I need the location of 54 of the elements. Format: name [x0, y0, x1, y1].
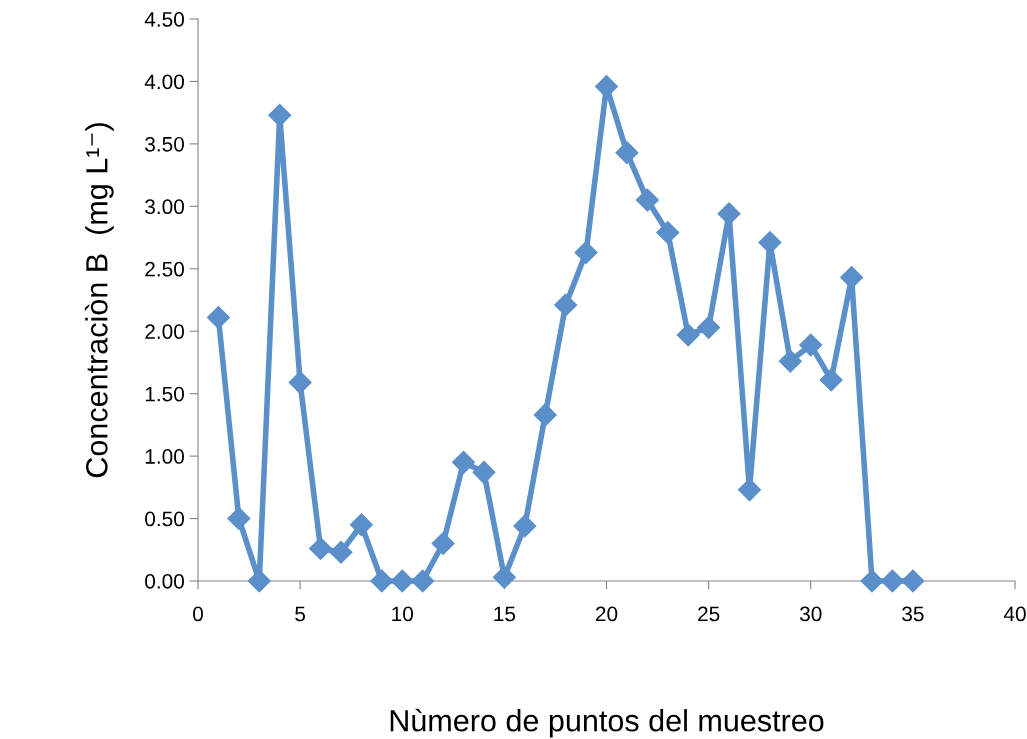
point [431, 532, 455, 556]
point [288, 370, 312, 394]
point [370, 569, 394, 593]
y-tick-label: 1.50 [145, 386, 184, 402]
y-tick-label: 3.50 [145, 136, 184, 152]
point [676, 323, 700, 347]
x-tick-label: 40 [1003, 606, 1026, 622]
point [860, 569, 884, 593]
point [309, 537, 333, 561]
x-tick-label: 30 [799, 606, 822, 622]
x-tick-label: 10 [392, 606, 414, 622]
y-tick-label: 4.00 [144, 74, 184, 90]
point [574, 241, 598, 265]
point [799, 333, 823, 357]
point [492, 565, 516, 589]
point [819, 368, 843, 392]
point [595, 74, 618, 98]
point [554, 293, 578, 317]
point [533, 403, 557, 427]
y-tick-label: 0.00 [145, 574, 184, 589]
point [697, 315, 721, 339]
point [472, 460, 496, 484]
x-tick-label: 0 [193, 606, 203, 622]
point [247, 569, 271, 593]
point [901, 569, 925, 593]
x-tick-label: 15 [494, 606, 516, 622]
point [227, 507, 251, 531]
point [390, 569, 414, 593]
y-axis-title: Concentraciòn B (mg L¹⁻) [84, 123, 114, 478]
point [717, 202, 741, 226]
point [880, 569, 904, 593]
x-tick-label: 20 [595, 606, 618, 622]
x-axis-title: Nùmero de puntos del muestreo [390, 708, 824, 738]
point [737, 478, 761, 502]
y-tick-label: 1.00 [145, 449, 184, 464]
point [206, 305, 230, 329]
point [349, 513, 373, 537]
y-tick-label: 2.00 [145, 324, 184, 339]
point [615, 141, 639, 165]
point [329, 540, 353, 564]
point [635, 188, 659, 212]
point [452, 450, 476, 474]
point [656, 221, 680, 245]
point [268, 103, 292, 127]
point [411, 569, 435, 593]
x-tick-label: 5 [295, 606, 306, 622]
y-tick-label: 0.50 [145, 511, 184, 527]
y-tick-label: 3.00 [145, 199, 184, 215]
point [778, 349, 802, 373]
point [513, 514, 537, 538]
x-tick-label: 35 [902, 606, 924, 622]
y-tick-label: 4.50 [144, 12, 184, 27]
x-tick-label: 25 [698, 606, 720, 622]
y-tick-label: 2.50 [145, 261, 184, 277]
